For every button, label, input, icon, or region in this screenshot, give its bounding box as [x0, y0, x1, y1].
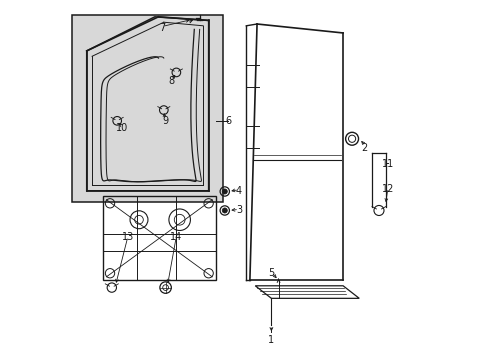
Text: 14: 14: [170, 232, 182, 242]
Text: 11: 11: [381, 159, 393, 169]
Circle shape: [222, 189, 227, 194]
Text: 3: 3: [236, 206, 242, 216]
Text: 8: 8: [167, 76, 174, 86]
Text: 9: 9: [162, 116, 168, 126]
Circle shape: [222, 208, 227, 213]
Text: 5: 5: [268, 268, 274, 278]
Bar: [72, 15, 223, 202]
Text: 2: 2: [361, 143, 367, 153]
Text: 1: 1: [268, 334, 274, 345]
Text: 13: 13: [122, 232, 134, 242]
Text: 10: 10: [116, 123, 128, 133]
Text: 12: 12: [381, 184, 393, 194]
Polygon shape: [86, 17, 208, 191]
Text: 4: 4: [236, 186, 242, 196]
Text: 6: 6: [225, 116, 231, 126]
Text: 7: 7: [159, 23, 165, 33]
